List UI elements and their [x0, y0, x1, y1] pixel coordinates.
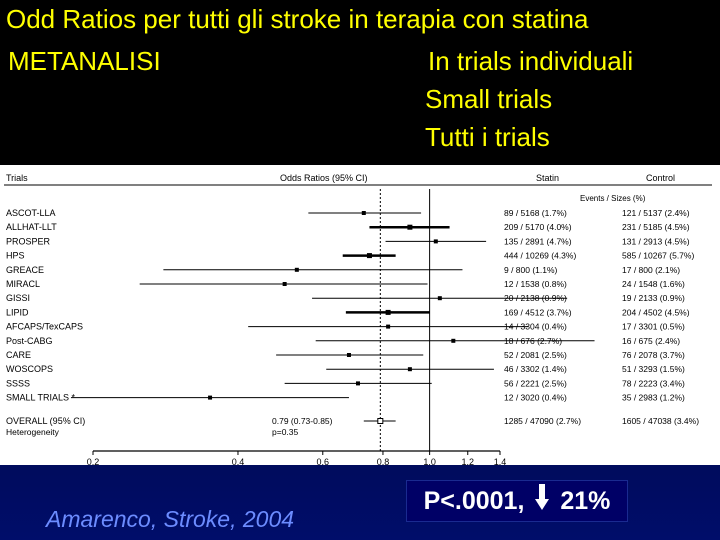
- trial-control-events: 17 / 800 (2.1%): [622, 265, 680, 275]
- x-tick-label: 0.6: [317, 457, 330, 465]
- trial-control-events: 231 / 5185 (4.5%): [622, 222, 690, 232]
- trial-control-events: 131 / 2913 (4.5%): [622, 236, 690, 246]
- slide-title-small-trials: Small trials: [425, 84, 553, 114]
- trial-point: [386, 324, 391, 329]
- trial-label: WOSCOPS: [6, 364, 53, 374]
- trial-control-events: 19 / 2133 (0.9%): [622, 293, 685, 303]
- trial-label: GREACE: [6, 265, 44, 275]
- heterogeneity-label: Heterogeneity: [6, 427, 60, 437]
- trial-control-events: 204 / 4502 (4.5%): [622, 307, 690, 317]
- overall-statin-events: 1285 / 47090 (2.7%): [504, 416, 581, 426]
- x-tick-label: 1.0: [423, 457, 436, 465]
- trial-statin-events: 169 / 4512 (3.7%): [504, 307, 572, 317]
- trial-point: [366, 253, 372, 259]
- trial-point: [385, 309, 391, 315]
- header-events-sizes: Events / Sizes (%): [580, 194, 646, 203]
- trial-statin-events: 52 / 2081 (2.5%): [504, 350, 567, 360]
- x-tick-label: 0.4: [232, 457, 245, 465]
- trial-control-events: 16 / 675 (2.4%): [622, 336, 680, 346]
- down-arrow-icon: [535, 482, 550, 522]
- header-odds-ratios: Odds Ratios (95% CI): [280, 173, 368, 183]
- trial-label: LIPID: [6, 307, 29, 317]
- trial-point: [433, 239, 438, 244]
- overall-label: OVERALL (95% CI): [6, 416, 85, 426]
- trial-statin-events: 209 / 5170 (4.0%): [504, 222, 572, 232]
- x-tick-label: 1.2: [462, 457, 475, 465]
- slide-title-all-trials: Tutti i trials: [425, 122, 550, 152]
- overall-or-label: 0.79 (0.73-0.85): [272, 416, 333, 426]
- trial-control-events: 17 / 3301 (0.5%): [622, 322, 685, 332]
- overall-control-events: 1605 / 47038 (3.4%): [622, 416, 699, 426]
- trial-statin-events: 9 / 800 (1.1%): [504, 265, 558, 275]
- header-statin: Statin: [536, 173, 559, 183]
- trial-statin-events: 18 / 676 (2.7%): [504, 336, 562, 346]
- slide-title-metanalisi: METANALISI: [8, 46, 161, 76]
- trial-control-events: 78 / 2223 (3.4%): [622, 378, 685, 388]
- forest-plot: Trials Odds Ratios (95% CI) Statin Control E…: [4, 173, 712, 465]
- trial-point: [346, 353, 351, 357]
- trial-control-events: 35 / 2983 (1.2%): [622, 393, 685, 403]
- trial-point: [437, 296, 442, 301]
- trial-point: [361, 211, 366, 215]
- trial-label: ASCOT-LLA: [6, 208, 56, 218]
- trial-label: Post-CABG: [6, 336, 53, 346]
- slide-title-individual-trials: In trials individuali: [428, 46, 634, 76]
- trial-statin-events: 46 / 3302 (1.4%): [504, 364, 567, 374]
- pvalue-box: P<.0001, 21%: [406, 480, 628, 522]
- overall-point: [377, 418, 384, 424]
- trial-statin-events: 20 / 2138 (0.9%): [504, 293, 567, 303]
- trial-statin-events: 135 / 2891 (4.7%): [504, 236, 572, 246]
- trial-label: MIRACL: [6, 279, 40, 289]
- pvalue-text: P<.0001,: [423, 487, 525, 515]
- trial-statin-events: 89 / 5168 (1.7%): [504, 208, 567, 218]
- trial-control-events: 51 / 3293 (1.5%): [622, 364, 685, 374]
- forest-plot-panel: Trials Odds Ratios (95% CI) Statin Control E…: [0, 165, 720, 465]
- citation: Amarenco, Stroke, 2004: [46, 506, 295, 532]
- x-tick-label: 0.8: [377, 457, 390, 465]
- trial-label: ALLHAT-LLT: [6, 222, 57, 232]
- x-tick-label: 1.4: [494, 457, 507, 465]
- trial-point: [282, 282, 287, 286]
- trial-point: [407, 224, 413, 230]
- trial-label: SSSS: [6, 378, 30, 388]
- trial-label: CARE: [6, 350, 31, 360]
- heterogeneity-p: p=0.35: [272, 427, 299, 437]
- trial-statin-events: 12 / 3020 (0.4%): [504, 393, 567, 403]
- trial-control-events: 24 / 1548 (1.6%): [622, 279, 685, 289]
- slide-title-line-1: Odd Ratios per tutti gli stroke in terap…: [6, 4, 589, 34]
- trial-point: [451, 338, 456, 343]
- trial-point: [407, 367, 412, 372]
- trial-point: [208, 395, 213, 400]
- trial-statin-events: 56 / 2221 (2.5%): [504, 378, 567, 388]
- trial-statin-events: 444 / 10269 (4.3%): [504, 251, 576, 261]
- trial-statin-events: 12 / 1538 (0.8%): [504, 279, 567, 289]
- trial-point: [355, 381, 360, 386]
- trial-label: HPS: [6, 251, 25, 261]
- x-tick-label: 0.2: [87, 457, 100, 465]
- trial-statin-events: 14 / 3304 (0.4%): [504, 322, 567, 332]
- header-control: Control: [646, 173, 675, 183]
- trial-control-events: 121 / 5137 (2.4%): [622, 208, 690, 218]
- reduction-text: 21%: [560, 487, 611, 515]
- trial-label: GISSI: [6, 293, 30, 303]
- trial-label: SMALL TRIALS *: [6, 393, 76, 403]
- trial-label: PROSPER: [6, 236, 51, 246]
- trial-point: [294, 267, 299, 272]
- trial-control-events: 585 / 10267 (5.7%): [622, 251, 694, 261]
- trial-control-events: 76 / 2078 (3.7%): [622, 350, 685, 360]
- header-trials: Trials: [6, 173, 28, 183]
- trial-label: AFCAPS/TexCAPS: [6, 322, 83, 332]
